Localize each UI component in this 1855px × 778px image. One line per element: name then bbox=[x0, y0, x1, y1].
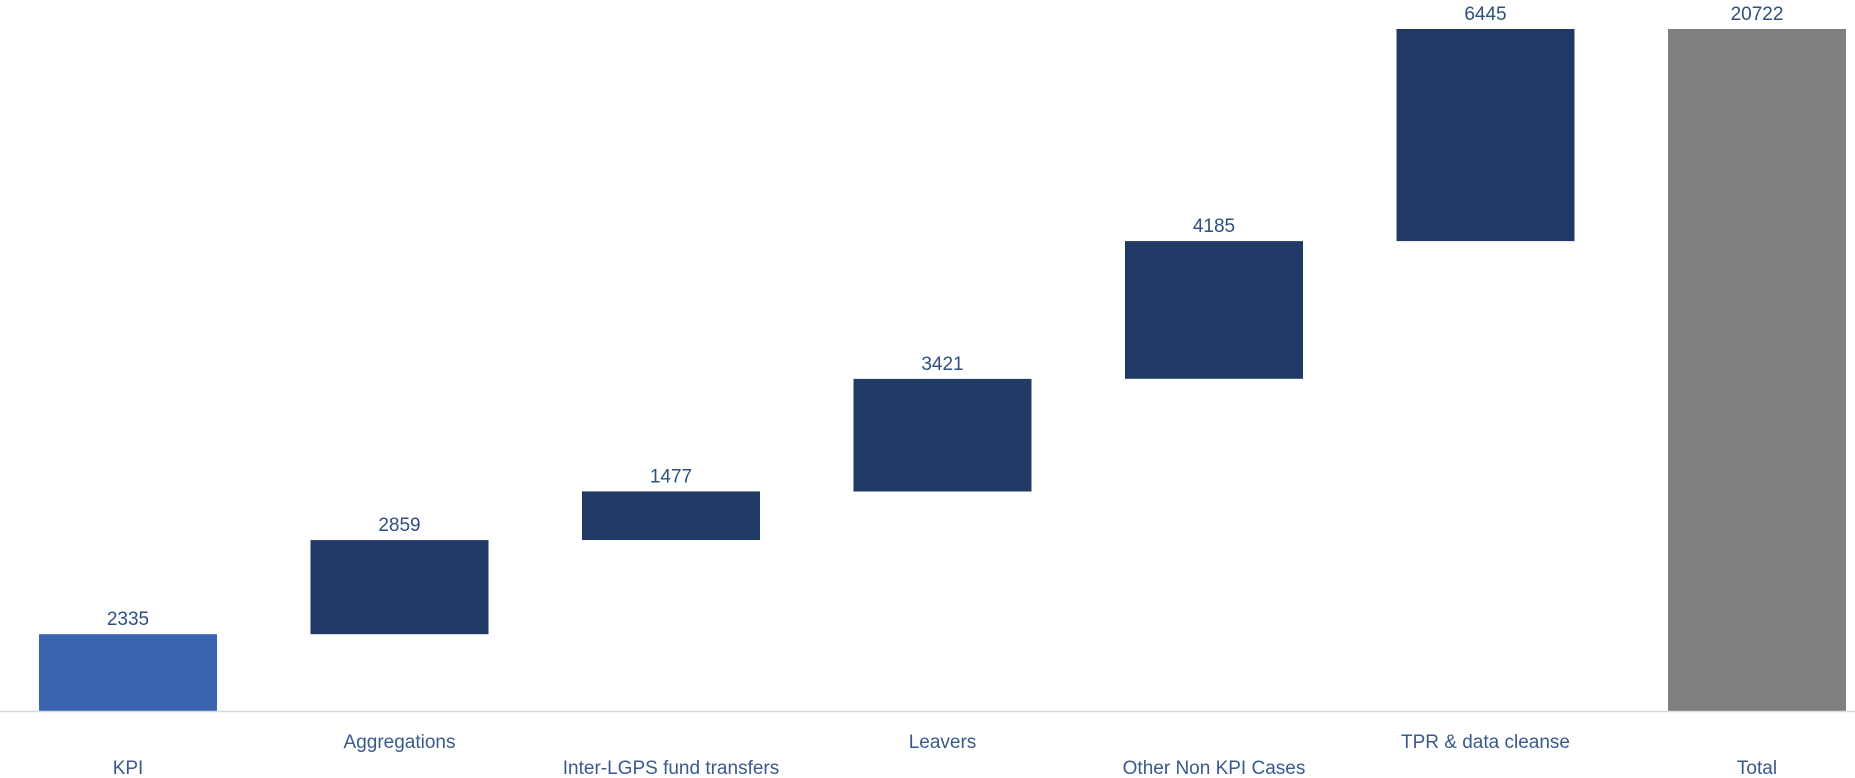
data-label: 6445 bbox=[1464, 4, 1506, 25]
category-label: Total bbox=[1737, 758, 1777, 778]
bar-other-non-kpi-cases bbox=[1125, 241, 1303, 379]
data-label: 20722 bbox=[1731, 4, 1784, 25]
bar-tpr-data-cleanse bbox=[1396, 29, 1575, 242]
category-label: KPI bbox=[113, 758, 144, 778]
bar-leavers bbox=[853, 378, 1032, 492]
bars-layer bbox=[39, 29, 1846, 711]
bar-aggregations bbox=[310, 540, 489, 635]
category-label: TPR & data cleanse bbox=[1401, 732, 1570, 753]
data-label: 3421 bbox=[921, 354, 963, 375]
category-label: Aggregations bbox=[344, 732, 456, 753]
data-labels-layer: 2335 2859 1477 3421 4185 6445 20722 bbox=[107, 4, 1784, 630]
data-label: 2859 bbox=[378, 515, 420, 536]
bar-kpi bbox=[39, 634, 217, 711]
category-label: Inter-LGPS fund transfers bbox=[563, 758, 780, 778]
data-label: 2335 bbox=[107, 609, 149, 630]
category-label: Other Non KPI Cases bbox=[1123, 758, 1306, 778]
data-label: 1477 bbox=[650, 466, 692, 487]
bar-total bbox=[1668, 29, 1846, 711]
data-label: 4185 bbox=[1193, 216, 1235, 237]
bar-inter-lgps-fund-transfers bbox=[582, 491, 760, 540]
category-labels-layer: KPI Aggregations Inter-LGPS fund transfers… bbox=[113, 732, 1777, 778]
category-label: Leavers bbox=[909, 732, 977, 753]
